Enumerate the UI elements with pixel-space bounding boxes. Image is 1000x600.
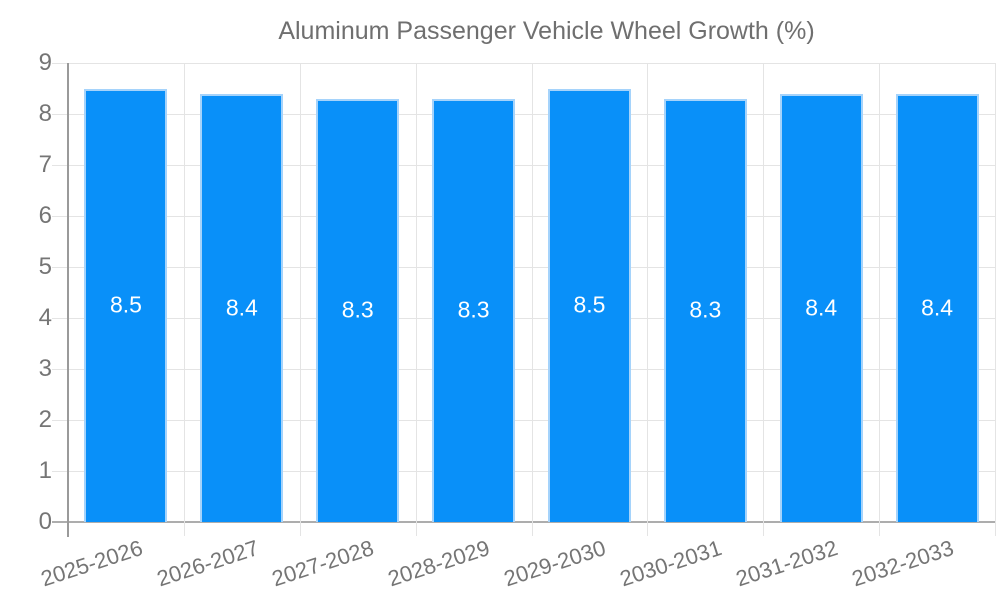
x-axis-tick-label: 2026-2027: [153, 535, 262, 592]
bar[interactable]: [200, 93, 284, 522]
y-gridline: [52, 318, 995, 319]
legend[interactable]: Aluminum Passenger Vehicle Wheel Growth …: [0, 14, 1000, 48]
y-gridline: [52, 165, 995, 166]
x-axis-tick-label: 2025-2026: [37, 535, 146, 592]
y-gridline: [52, 420, 995, 421]
y-gridline: [52, 63, 995, 64]
legend-label: Aluminum Passenger Vehicle Wheel Growth …: [278, 16, 815, 45]
x-axis-tick-label: 2028-2029: [385, 535, 493, 592]
x-gridline: [299, 63, 301, 536]
bar[interactable]: [547, 88, 631, 522]
x-gridline: [183, 63, 185, 536]
y-gridline: [52, 369, 995, 370]
y-axis-tick-label: 8: [38, 100, 52, 127]
x-axis-tick-label: 2031-2032: [732, 535, 841, 592]
bar-value-label: 8.3: [341, 296, 374, 323]
bar[interactable]: [84, 88, 168, 522]
y-axis-tick-label: 1: [38, 457, 52, 484]
x-gridline: [879, 63, 881, 536]
bar-value-label: 8.4: [805, 294, 838, 321]
y-gridline: [52, 114, 995, 115]
bar[interactable]: [895, 93, 979, 522]
x-axis-tick-label: 2030-2031: [616, 535, 725, 592]
bar-value-label: 8.3: [689, 296, 722, 323]
x-axis-tick-label: 2027-2028: [269, 535, 378, 592]
bar-value-label: 8.4: [225, 294, 258, 321]
bar-value-label: 8.3: [457, 296, 490, 323]
x-axis-tick-label: 2032-2033: [848, 535, 957, 592]
y-gridline: [52, 267, 995, 268]
x-gridline: [531, 63, 533, 536]
y-gridline: [52, 471, 995, 472]
y-axis-tick-label: 0: [38, 508, 52, 535]
y-gridline: [52, 216, 995, 217]
x-axis-tick-label: 2029-2030: [501, 535, 609, 592]
x-axis-line: [52, 521, 995, 523]
bar[interactable]: [663, 98, 747, 522]
y-axis-tick-label: 4: [38, 304, 52, 331]
bar[interactable]: [432, 98, 516, 522]
y-axis-tick-label: 9: [38, 49, 52, 76]
y-axis-tick-label: 7: [38, 151, 52, 178]
bar-value-label: 8.5: [573, 291, 606, 318]
y-axis-line: [67, 63, 69, 537]
x-gridline: [415, 63, 417, 536]
bar[interactable]: [779, 93, 863, 522]
y-axis-tick-label: 3: [38, 355, 52, 382]
y-axis-tick-label: 6: [38, 202, 52, 229]
x-gridline: [647, 63, 649, 536]
bar-value-label: 8.4: [921, 294, 954, 321]
y-axis-tick-label: 5: [38, 253, 52, 280]
bar[interactable]: [316, 98, 400, 522]
y-axis-tick-label: 2: [38, 406, 52, 433]
bar-value-label: 8.5: [109, 291, 142, 318]
x-gridline: [763, 63, 765, 536]
x-gridline: [995, 63, 996, 536]
